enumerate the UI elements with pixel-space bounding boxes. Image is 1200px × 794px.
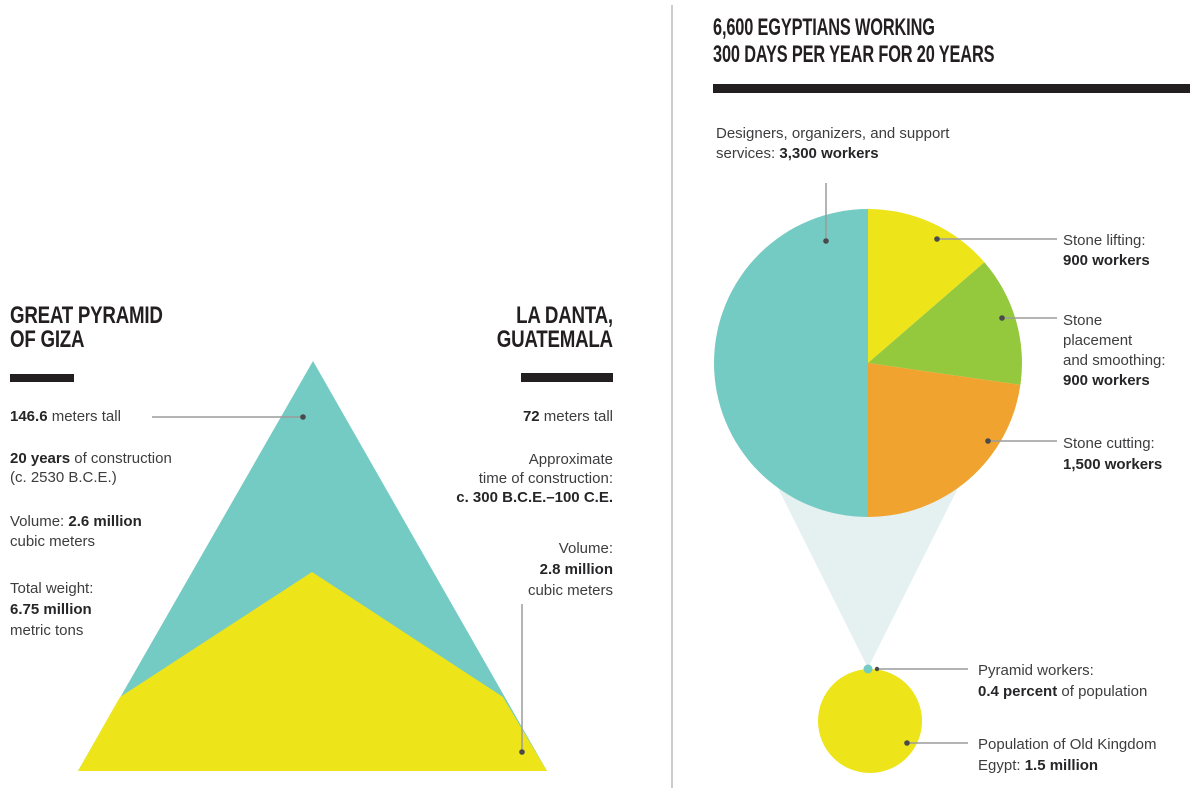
workers-title-underline bbox=[713, 84, 1190, 93]
designers-pointer-dot bbox=[823, 238, 829, 244]
giza-weight-label: Total weight: 6.75 million metric tons bbox=[10, 580, 94, 639]
workers-pie-chart bbox=[714, 209, 1022, 517]
pie-slice-0 bbox=[714, 209, 868, 517]
pyramid-workers-pointer-dot bbox=[874, 666, 880, 672]
giza-height-label: 146.6 meters tall bbox=[10, 408, 121, 425]
stone-cutting-label: Stone cutting: 1,500 workers bbox=[1063, 435, 1163, 473]
giza-height-pointer-dot bbox=[300, 414, 306, 420]
giza-title-underline bbox=[10, 374, 74, 382]
pyramid-workers-dot bbox=[863, 664, 873, 674]
ladanta-pyramid-shape bbox=[78, 572, 547, 771]
giza-construction-label: 20 years of construction (c. 2530 B.C.E.) bbox=[10, 450, 172, 486]
population-pointer-dot bbox=[904, 740, 910, 746]
ladanta-title-underline bbox=[521, 373, 613, 382]
pie-slice-3 bbox=[868, 363, 1021, 517]
lifting-pointer-dot bbox=[934, 236, 940, 242]
placement-pointer-dot bbox=[999, 315, 1005, 321]
population-label: Population of Old Kingdom Egypt: 1.5 mill… bbox=[978, 736, 1157, 774]
stone-placement-label: Stone placement and smoothing: 900 workers bbox=[1063, 312, 1166, 389]
designers-label: Designers, organizers, and support servic… bbox=[716, 125, 950, 162]
cutting-pointer-dot bbox=[985, 438, 991, 444]
pie-slice-2 bbox=[868, 262, 1022, 385]
pie-slice-1 bbox=[868, 209, 985, 363]
ladanta-construction-label: Approximate time of construction: c. 300 B… bbox=[456, 451, 613, 506]
giza-volume-label: Volume: 2.6 million cubic meters bbox=[10, 513, 142, 550]
pyramid-workers-label: Pyramid workers: 0.4 percent of populatio… bbox=[978, 662, 1148, 700]
ladanta-volume-label: Volume: 2.8 million cubic meters bbox=[527, 540, 613, 599]
population-circle bbox=[818, 669, 922, 773]
ladanta-height-label: 72 meters tall bbox=[522, 408, 613, 425]
ladanta-volume-pointer-dot bbox=[519, 749, 525, 755]
workers-title: 6,600 EGYPTIANS WORKING 300 DAYS PER YEAR… bbox=[713, 14, 995, 68]
stone-lifting-label: Stone lifting: 900 workers bbox=[1063, 232, 1150, 269]
giza-title: GREAT PYRAMID OF GIZA bbox=[10, 302, 163, 353]
ladanta-title: LA DANTA, GUATEMALA bbox=[496, 302, 613, 353]
